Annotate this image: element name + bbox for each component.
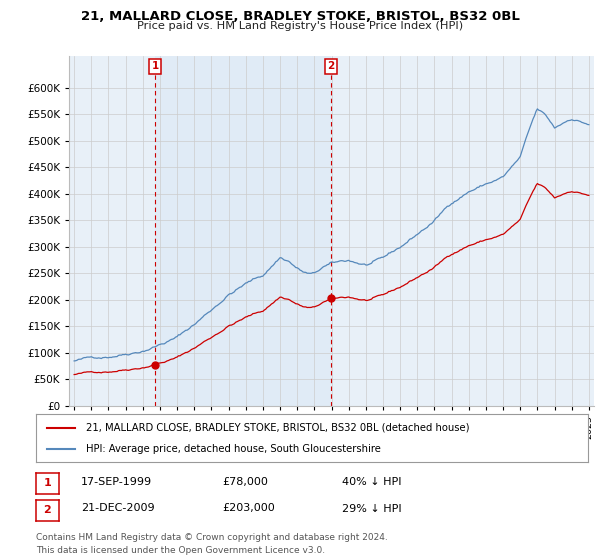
Text: 29% ↓ HPI: 29% ↓ HPI (342, 503, 401, 514)
Text: 21, MALLARD CLOSE, BRADLEY STOKE, BRISTOL, BS32 0BL (detached house): 21, MALLARD CLOSE, BRADLEY STOKE, BRISTO… (86, 423, 469, 433)
Text: £203,000: £203,000 (222, 503, 275, 514)
Text: 2: 2 (44, 505, 51, 515)
Text: 21, MALLARD CLOSE, BRADLEY STOKE, BRISTOL, BS32 0BL: 21, MALLARD CLOSE, BRADLEY STOKE, BRISTO… (80, 10, 520, 23)
Text: 2: 2 (328, 61, 335, 71)
Text: 1: 1 (151, 61, 158, 71)
Text: Price paid vs. HM Land Registry's House Price Index (HPI): Price paid vs. HM Land Registry's House … (137, 21, 463, 31)
Bar (155, 56, 331, 406)
Text: 17-SEP-1999: 17-SEP-1999 (81, 477, 152, 487)
Text: 40% ↓ HPI: 40% ↓ HPI (342, 477, 401, 487)
Text: 21-DEC-2009: 21-DEC-2009 (81, 503, 155, 514)
Text: HPI: Average price, detached house, South Gloucestershire: HPI: Average price, detached house, Sout… (86, 444, 380, 454)
Text: 1: 1 (44, 478, 51, 488)
Text: £78,000: £78,000 (222, 477, 268, 487)
Text: Contains HM Land Registry data © Crown copyright and database right 2024.
This d: Contains HM Land Registry data © Crown c… (36, 533, 388, 554)
